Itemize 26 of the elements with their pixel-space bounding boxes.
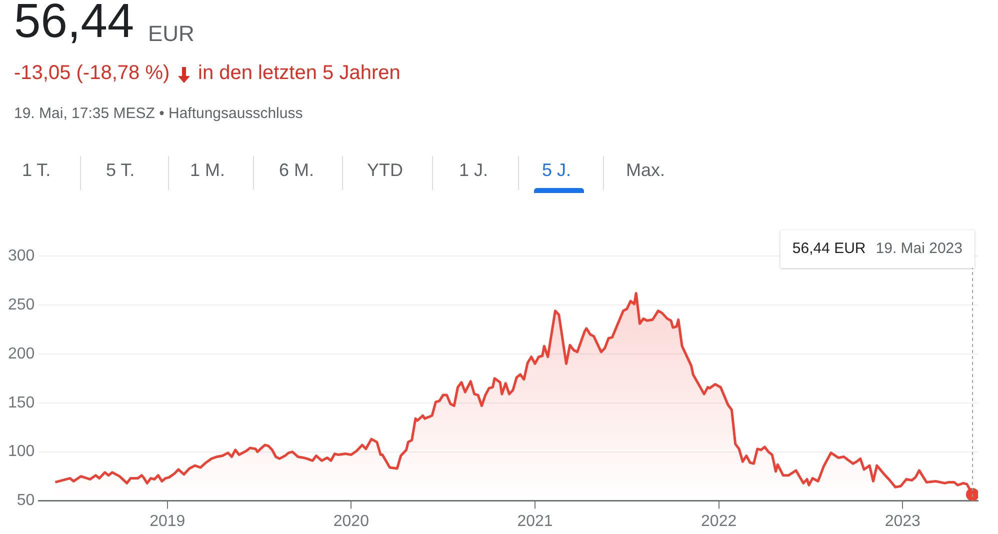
text: 1 J. — [459, 160, 488, 181]
y-tick-label: 100 — [8, 443, 35, 460]
x-tick-label: 2020 — [333, 512, 370, 530]
x-tick-label: 2021 — [517, 512, 553, 530]
y-tick-label: 50 — [16, 492, 35, 510]
x-tick-label: 2019 — [150, 512, 186, 530]
annotation: 19. Mai 2023 — [876, 240, 962, 258]
text: 19. Mai, 17:35 MESZ • Haftungsausschluss — [14, 105, 303, 122]
chart-title: 56,44 — [14, 0, 134, 49]
text: 1 M. — [190, 160, 226, 181]
x-tick-label: 2022 — [701, 512, 737, 530]
text: YTD — [367, 160, 403, 181]
annotation: 56,44 EUR — [792, 240, 866, 258]
x-tick-label: 2023 — [884, 512, 921, 530]
text: 5 J. — [542, 160, 572, 181]
y-tick-label: 150 — [8, 394, 35, 412]
text: -13,05 (-18,78 %) — [14, 62, 170, 85]
text: 1 T. — [22, 160, 51, 181]
chart-subtitle: EUR — [148, 21, 194, 47]
y-tick-label: 300 — [8, 247, 35, 264]
text: 5 T. — [106, 160, 135, 181]
text: in den letzten 5 Jahren — [198, 62, 400, 85]
text: Max. — [626, 160, 666, 181]
y-tick-label: 250 — [8, 296, 35, 314]
y-tick-label: 200 — [8, 345, 35, 362]
text: 6 M. — [279, 160, 314, 181]
